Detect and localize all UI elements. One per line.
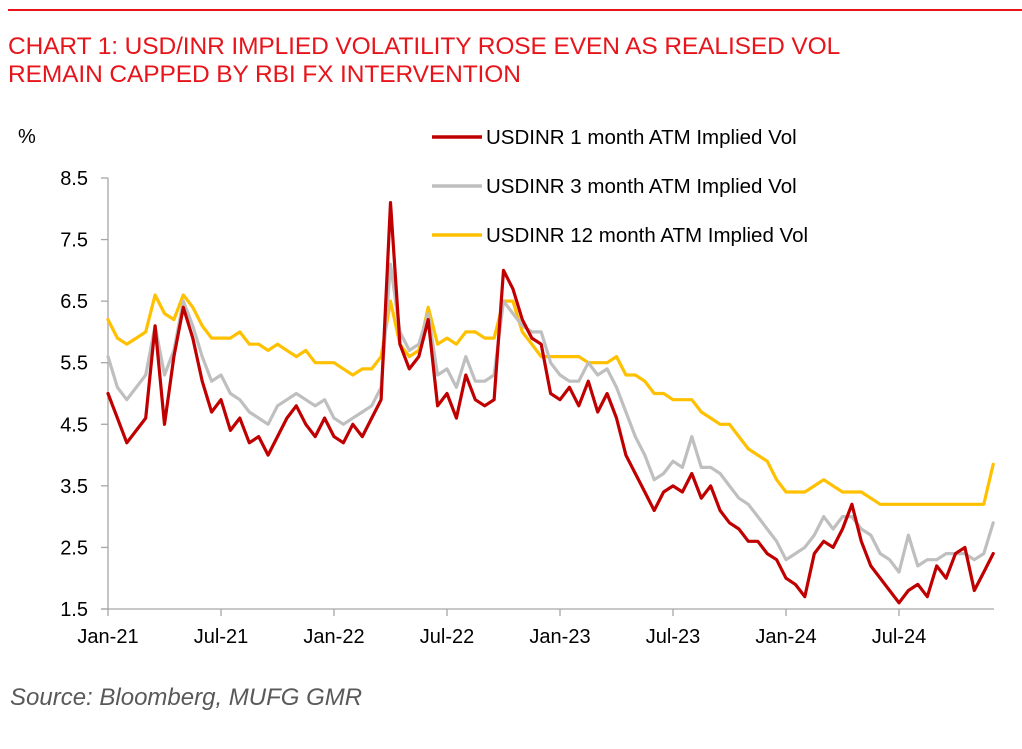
legend-item: USDINR 3 month ATM Implied Vol [432,175,797,198]
y-tick-label: 2.5 [60,537,88,559]
source-note: Source: Bloomberg, MUFG GMR [10,684,363,711]
y-tick-label: 6.5 [60,291,88,313]
x-tick-label: Jan-22 [303,626,364,648]
legend-item: USDINR 1 month ATM Implied Vol [432,126,797,149]
x-axis: Jan-21 Jul-21 Jan-22 Jul-22 Jan-23 Jul-23 Jan-… [77,608,994,648]
x-tick-label: Jul-23 [646,626,700,648]
top-rule [8,9,1022,11]
chart-title: CHART 1: USD/INR IMPLIED VOLATILITY ROSE… [8,33,1008,89]
y-axis-unit-label: % [18,126,36,148]
series-group [106,201,995,605]
legend-item: USDINR 12 month ATM Implied Vol [432,224,808,247]
y-tick-label: 7.5 [60,230,88,252]
x-tick-label: Jan-24 [755,626,816,648]
x-tick-label: Jul-22 [420,626,474,648]
x-tick-label: Jul-24 [872,626,926,648]
series-12m-line [106,293,995,506]
chart-title-line-1: CHART 1: USD/INR IMPLIED VOLATILITY ROSE… [8,33,841,60]
legend: USDINR 1 month ATM Implied Vol USDINR 3 m… [432,126,808,247]
series-1m-line [106,201,995,605]
y-tick-label: 5.5 [60,353,88,375]
x-tick-label: Jul-21 [194,626,248,648]
y-tick-label: 3.5 [60,476,88,498]
legend-label: USDINR 3 month ATM Implied Vol [486,175,797,198]
y-axis: 8.5 7.5 6.5 5.5 4.5 3.5 2.5 1.5 [60,168,109,621]
y-tick-label: 8.5 [60,168,88,190]
legend-label: USDINR 12 month ATM Implied Vol [486,224,808,247]
chart-title-line-2: REMAIN CAPPED BY RBI FX INTERVENTION [8,61,521,88]
legend-label: USDINR 1 month ATM Implied Vol [486,126,797,149]
x-tick-label: Jan-23 [529,626,590,648]
y-tick-label: 1.5 [60,599,88,621]
y-tick-label: 4.5 [60,414,88,436]
x-tick-label: Jan-21 [77,626,138,648]
